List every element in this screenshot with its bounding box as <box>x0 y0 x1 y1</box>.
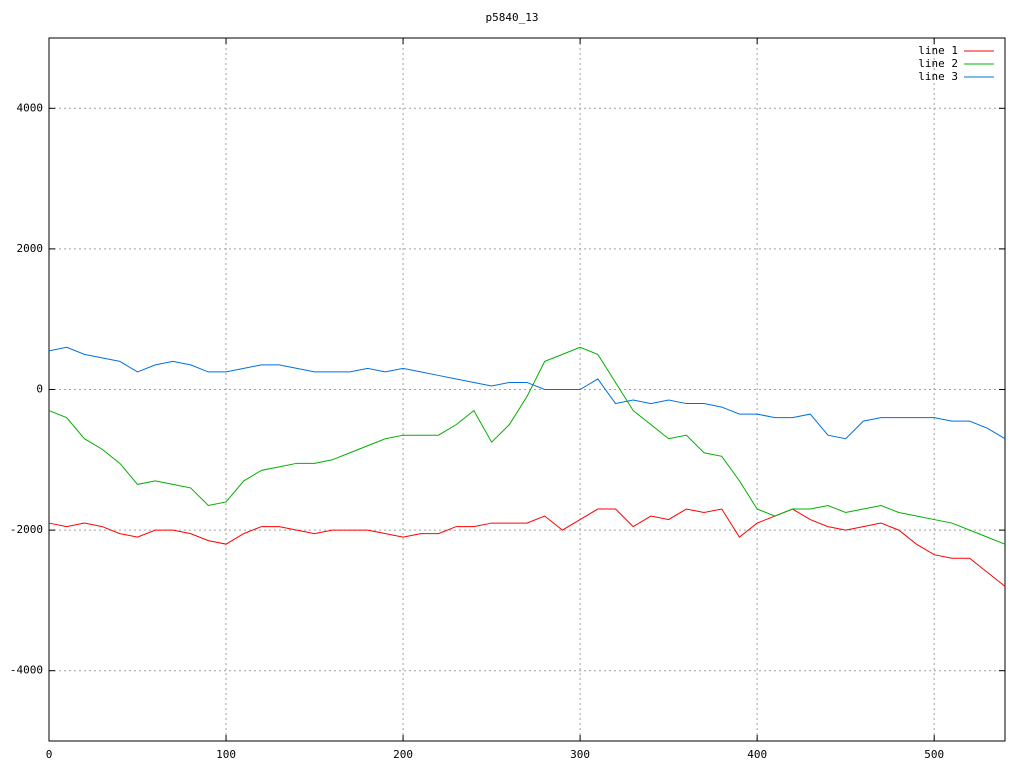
x-tick-label: 300 <box>570 748 590 761</box>
y-tick-label: -4000 <box>10 664 43 677</box>
chart-title: p5840_13 <box>486 11 539 24</box>
y-tick-label: -2000 <box>10 523 43 536</box>
x-tick-label: 0 <box>46 748 53 761</box>
x-tick-label: 100 <box>216 748 236 761</box>
y-tick-label: 0 <box>36 383 43 396</box>
x-tick-label: 500 <box>924 748 944 761</box>
legend-label: line 3 <box>918 70 958 83</box>
legend-label: line 2 <box>918 57 958 70</box>
data-line <box>48 346 1006 545</box>
x-tick-label: 400 <box>747 748 767 761</box>
y-tick-label: 2000 <box>17 242 44 255</box>
x-tick-label: 200 <box>393 748 413 761</box>
y-tick-label: 4000 <box>17 101 44 114</box>
data-line <box>48 346 1006 440</box>
legend-label: line 1 <box>918 44 958 57</box>
plot-frame <box>48 37 1006 742</box>
data-line <box>48 508 1006 587</box>
